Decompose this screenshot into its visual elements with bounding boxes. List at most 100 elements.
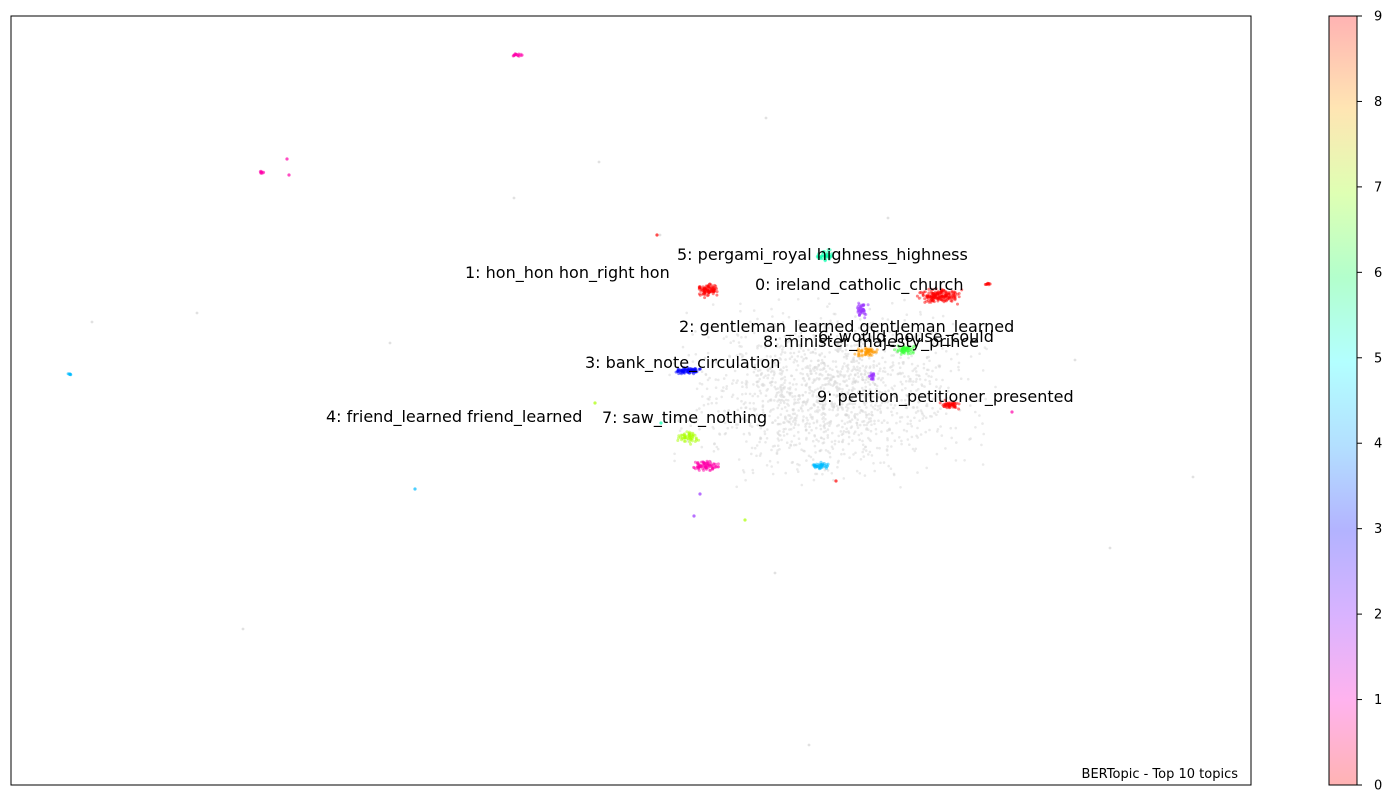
background-point <box>782 395 786 399</box>
background-point <box>878 369 881 373</box>
background-point <box>816 406 820 409</box>
background-point <box>949 426 952 430</box>
background-point <box>748 401 752 405</box>
cluster-point <box>960 288 964 292</box>
background-point <box>837 434 840 438</box>
background-point <box>910 425 914 428</box>
background-point <box>834 360 838 363</box>
background-point <box>725 335 728 339</box>
background-point <box>823 413 827 416</box>
background-point <box>864 378 868 382</box>
cluster-point <box>906 345 910 349</box>
background-point <box>966 377 970 381</box>
background-point <box>904 406 908 409</box>
background-point <box>910 435 914 439</box>
cluster-point <box>678 368 682 372</box>
background-point <box>689 424 692 428</box>
cluster-point <box>860 354 864 358</box>
background-point <box>862 393 865 396</box>
background-point <box>759 373 763 377</box>
background-point <box>735 333 739 336</box>
background-point <box>767 338 770 341</box>
background-point <box>962 341 965 344</box>
background-point <box>978 414 981 417</box>
background-point <box>739 309 742 313</box>
background-point <box>819 424 822 427</box>
cluster-point <box>909 352 912 356</box>
background-point <box>909 393 912 396</box>
cluster-point <box>856 354 860 358</box>
background-point <box>863 396 867 399</box>
cluster-point <box>863 316 867 320</box>
background-point <box>786 399 790 402</box>
background-point <box>949 369 953 373</box>
cluster-point <box>899 352 903 356</box>
background-point <box>812 367 815 371</box>
cluster-point <box>413 487 417 491</box>
background-point <box>836 347 840 351</box>
background-point <box>779 434 782 437</box>
background-point <box>882 332 886 336</box>
background-point <box>913 368 916 371</box>
background-point <box>819 427 823 431</box>
topic-cluster-points <box>66 52 1014 522</box>
background-point <box>842 355 846 359</box>
background-point <box>777 403 781 407</box>
background-point <box>833 342 837 346</box>
background-point <box>920 394 923 398</box>
cluster-point <box>698 293 702 297</box>
background-point <box>970 329 973 333</box>
background-point <box>927 368 930 372</box>
background-point <box>809 369 812 373</box>
background-point <box>780 393 784 397</box>
background-point <box>906 422 909 426</box>
background-point <box>895 339 899 342</box>
cluster-point <box>953 296 957 300</box>
background-point <box>678 429 682 433</box>
background-point <box>846 421 849 424</box>
background-point <box>810 389 814 393</box>
background-point <box>766 428 769 431</box>
background-point <box>805 372 809 376</box>
background-point <box>899 356 902 359</box>
background-point <box>731 382 734 385</box>
background-point <box>819 385 823 389</box>
cluster-point <box>682 367 686 371</box>
background-point <box>925 466 928 470</box>
background-point <box>960 393 964 396</box>
background-point <box>940 434 944 437</box>
background-point <box>829 319 832 323</box>
background-point <box>736 423 739 426</box>
background-point <box>797 437 801 441</box>
background-point <box>915 377 918 381</box>
background-point <box>850 329 854 332</box>
background-point <box>755 454 758 458</box>
background-point <box>928 359 931 363</box>
background-point <box>745 419 749 423</box>
cluster-point <box>68 372 72 376</box>
cluster-point <box>947 292 951 296</box>
background-point <box>681 345 685 349</box>
background-point <box>865 427 869 430</box>
background-point <box>906 338 910 342</box>
background-point <box>941 347 944 350</box>
background-point <box>746 367 749 370</box>
background-point <box>833 380 837 383</box>
background-point <box>939 385 943 388</box>
background-point <box>715 397 718 401</box>
background-point <box>785 365 788 369</box>
background-point <box>771 445 775 448</box>
background-point <box>872 363 875 367</box>
background-point <box>909 329 913 333</box>
background-point <box>892 354 895 357</box>
background-point <box>815 472 819 476</box>
background-point <box>863 331 866 335</box>
background-point <box>797 401 800 404</box>
background-point <box>725 387 728 391</box>
background-point <box>777 298 781 301</box>
background-point <box>716 447 720 451</box>
background-point <box>696 418 699 422</box>
background-point <box>797 430 800 434</box>
background-point <box>919 327 922 330</box>
background-point <box>879 367 882 371</box>
